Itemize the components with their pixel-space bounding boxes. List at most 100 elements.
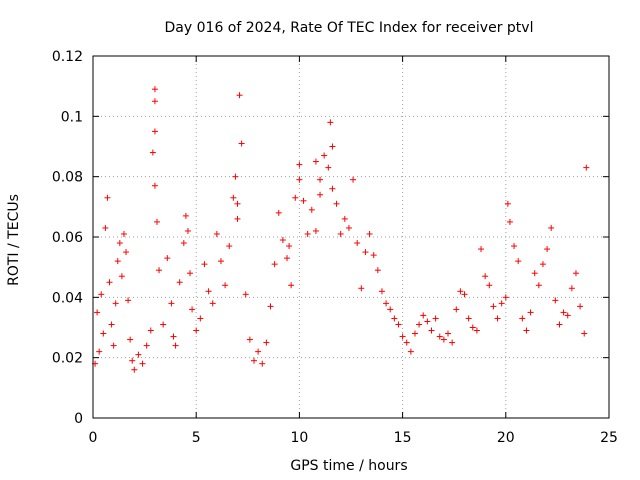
data-point [432, 315, 439, 322]
data-point [317, 191, 324, 198]
data-point [498, 300, 505, 307]
data-point [284, 255, 291, 262]
data-point [531, 270, 538, 277]
data-point [473, 327, 480, 334]
data-point [197, 315, 204, 322]
data-point [572, 270, 579, 277]
data-point [147, 327, 154, 334]
data-point [259, 360, 266, 367]
data-point [108, 321, 115, 328]
data-point [465, 315, 472, 322]
data-point [329, 143, 336, 150]
data-point [116, 240, 123, 247]
data-point [312, 158, 319, 165]
data-point [440, 336, 447, 343]
x-tick-label: 10 [290, 430, 308, 446]
data-point [312, 227, 319, 234]
data-point [321, 152, 328, 159]
data-points [92, 86, 590, 373]
data-point [217, 258, 224, 265]
data-point [502, 294, 509, 301]
data-point [234, 200, 241, 207]
data-point [445, 330, 452, 337]
data-point [275, 209, 282, 216]
data-point [523, 327, 530, 334]
data-point [583, 164, 590, 171]
data-point [494, 315, 501, 322]
data-point [263, 339, 270, 346]
x-tick-label: 25 [600, 430, 618, 446]
data-point [151, 182, 158, 189]
data-point [568, 285, 575, 292]
data-point [304, 230, 311, 237]
data-point [201, 261, 208, 268]
data-point [560, 309, 567, 316]
data-point [236, 92, 243, 99]
data-point [182, 212, 189, 219]
data-point [486, 282, 493, 289]
data-point [469, 324, 476, 331]
data-point [238, 140, 245, 147]
data-point [292, 194, 299, 201]
data-point [548, 224, 555, 231]
data-point [120, 230, 127, 237]
data-point [374, 267, 381, 274]
data-point [125, 297, 132, 304]
chart-title: Day 016 of 2024, Rate Of TEC Index for r… [165, 20, 534, 36]
data-point [160, 321, 167, 328]
data-point [325, 164, 332, 171]
data-point [94, 309, 101, 316]
y-tick-label: 0.1 [61, 109, 83, 125]
data-point [378, 288, 385, 295]
data-point [222, 282, 229, 289]
data-point [308, 206, 315, 213]
data-point [184, 227, 191, 234]
y-tick-label: 0.02 [52, 351, 83, 367]
data-point [242, 291, 249, 298]
data-point [246, 336, 253, 343]
data-point [403, 339, 410, 346]
data-point [354, 240, 361, 247]
grid [93, 56, 609, 418]
data-point [436, 333, 443, 340]
data-point [114, 258, 121, 265]
data-point [416, 321, 423, 328]
data-point [279, 237, 286, 244]
data-point [170, 333, 177, 340]
data-point [296, 176, 303, 183]
data-point [453, 306, 460, 313]
data-point [506, 218, 513, 225]
data-point [164, 255, 171, 262]
data-point [209, 300, 216, 307]
data-point [478, 246, 485, 253]
data-point [504, 200, 511, 207]
data-point [552, 297, 559, 304]
x-axis-label: GPS time / hours [290, 458, 407, 474]
data-point [255, 348, 262, 355]
data-point [288, 282, 295, 289]
data-point [187, 270, 194, 277]
y-tick-label: 0.08 [52, 170, 83, 186]
data-point [329, 185, 336, 192]
data-point [143, 342, 150, 349]
data-point [457, 288, 464, 295]
y-axis-label: ROTI / TECUs [6, 194, 22, 286]
data-point [358, 285, 365, 292]
data-point [535, 282, 542, 289]
data-point [180, 240, 187, 247]
data-point [362, 249, 369, 256]
plot-frame [92, 55, 610, 419]
data-point [407, 348, 414, 355]
data-point [96, 348, 103, 355]
data-point [581, 330, 588, 337]
data-point [544, 246, 551, 253]
data-point [449, 339, 456, 346]
x-tick-label: 0 [89, 430, 98, 446]
data-point [234, 215, 241, 222]
data-point [286, 243, 293, 250]
data-point [135, 351, 142, 358]
data-point [399, 333, 406, 340]
data-point [112, 300, 119, 307]
y-tick-label: 0.06 [52, 230, 83, 246]
data-point [345, 224, 352, 231]
